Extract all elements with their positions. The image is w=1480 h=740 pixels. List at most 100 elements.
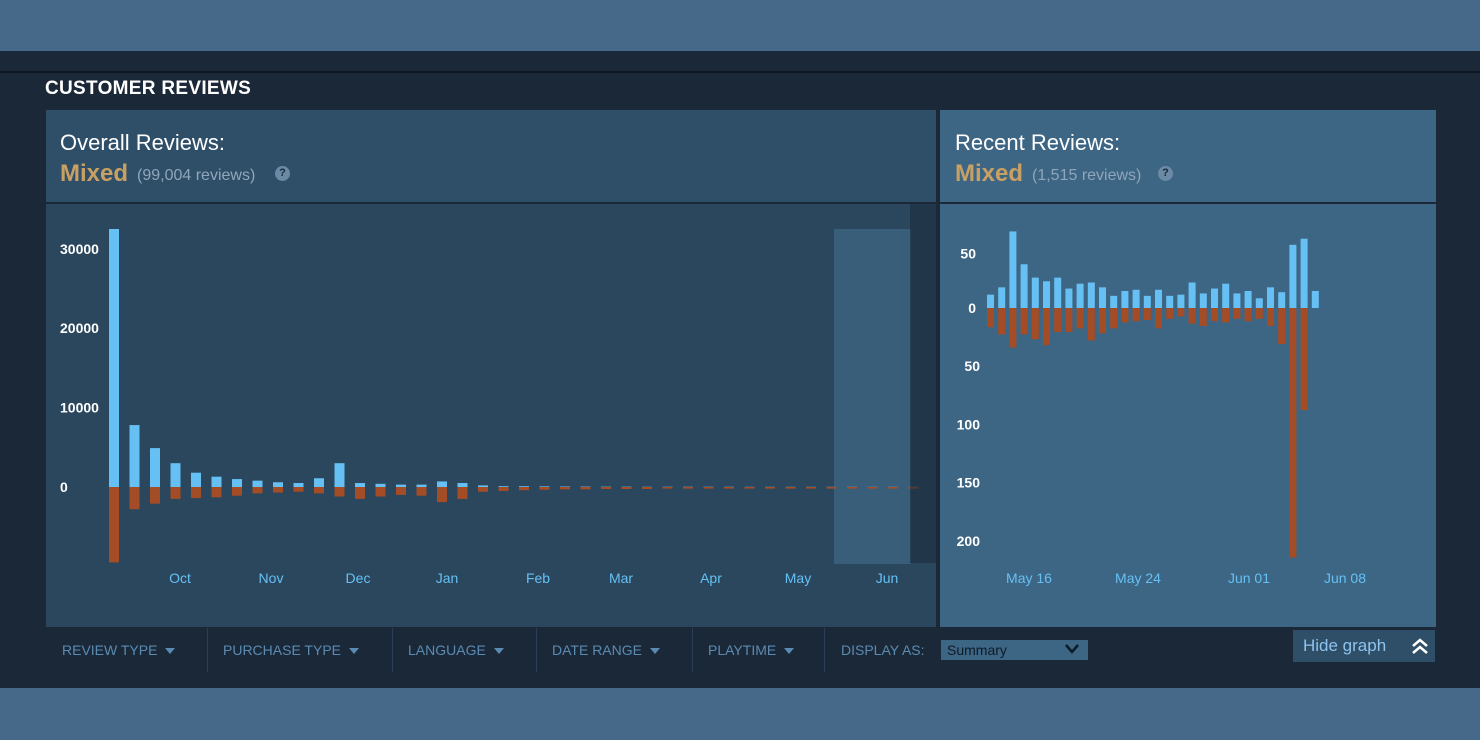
overall-negative-bar[interactable] <box>211 487 222 498</box>
recent-positive-bar[interactable] <box>1132 289 1140 308</box>
recent-positive-bar[interactable] <box>1087 282 1095 308</box>
recent-negative-bar[interactable] <box>1155 308 1162 329</box>
overall-negative-bar[interactable] <box>416 487 427 496</box>
overall-positive-bar[interactable] <box>375 483 386 487</box>
recent-negative-bar[interactable] <box>1300 308 1308 410</box>
overall-negative-bar[interactable] <box>744 487 755 489</box>
overall-negative-bar[interactable] <box>867 487 878 489</box>
overall-negative-bar[interactable] <box>703 487 714 489</box>
recent-positive-bar[interactable] <box>1031 277 1039 308</box>
hide-graph-button[interactable]: Hide graph <box>1293 630 1435 662</box>
recent-positive-bar[interactable] <box>1255 298 1263 308</box>
recent-positive-bar[interactable] <box>1222 283 1230 308</box>
recent-positive-bar[interactable] <box>1121 290 1129 308</box>
overall-positive-bar[interactable] <box>355 483 365 487</box>
overall-negative-bar[interactable] <box>580 487 591 490</box>
recent-negative-bar[interactable] <box>1110 308 1118 329</box>
playtime-filter[interactable]: PLAYTIME <box>708 636 795 664</box>
recent-negative-bar[interactable] <box>1087 308 1095 341</box>
overall-positive-bar[interactable] <box>273 482 283 487</box>
overall-negative-bar[interactable] <box>642 487 652 489</box>
purchase-type-filter[interactable]: PURCHASE TYPE <box>223 636 359 664</box>
overall-negative-bar[interactable] <box>826 487 837 489</box>
recent-positive-bar[interactable] <box>1054 277 1062 308</box>
overall-help-icon[interactable]: ? <box>275 166 290 181</box>
overall-positive-bar[interactable] <box>211 476 222 487</box>
recent-positive-bar[interactable] <box>1233 293 1241 308</box>
recent-positive-bar[interactable] <box>1300 238 1308 308</box>
overall-negative-bar[interactable] <box>150 487 160 504</box>
overall-positive-bar[interactable] <box>109 229 119 487</box>
overall-negative-bar[interactable] <box>601 487 611 489</box>
recent-positive-bar[interactable] <box>1043 281 1050 308</box>
overall-positive-bar[interactable] <box>396 484 406 487</box>
recent-negative-bar[interactable] <box>1076 308 1084 329</box>
overall-negative-bar[interactable] <box>109 487 119 563</box>
recent-negative-bar[interactable] <box>1233 308 1241 319</box>
recent-rating[interactable]: Mixed <box>955 160 1024 187</box>
recent-positive-bar[interactable] <box>1278 292 1286 308</box>
recent-help-icon[interactable]: ? <box>1158 166 1173 181</box>
recent-negative-bar[interactable] <box>1143 308 1151 320</box>
overall-positive-bar[interactable] <box>232 479 242 487</box>
recent-positive-bar[interactable] <box>1177 294 1185 308</box>
recent-negative-bar[interactable] <box>1099 308 1106 334</box>
review-type-filter[interactable]: REVIEW TYPE <box>62 636 176 664</box>
recent-positive-bar[interactable] <box>1244 290 1252 308</box>
recent-positive-bar[interactable] <box>1267 287 1274 308</box>
recent-negative-bar[interactable] <box>1255 308 1263 319</box>
recent-positive-bar[interactable] <box>987 294 994 308</box>
overall-negative-bar[interactable] <box>785 487 796 489</box>
recent-negative-bar[interactable] <box>1132 308 1140 322</box>
overall-negative-bar[interactable] <box>314 487 324 494</box>
overall-negative-bar[interactable] <box>621 487 632 489</box>
recent-negative-bar[interactable] <box>1222 308 1230 323</box>
overall-positive-bar[interactable] <box>416 484 427 487</box>
overall-positive-bar[interactable] <box>150 448 160 487</box>
overall-positive-bar[interactable] <box>334 463 345 487</box>
overall-positive-bar[interactable] <box>191 472 201 487</box>
recent-positive-bar[interactable] <box>1076 283 1084 308</box>
recent-positive-bar[interactable] <box>1166 295 1174 308</box>
overall-negative-bar[interactable] <box>334 487 345 497</box>
recent-positive-bar[interactable] <box>1199 293 1207 308</box>
overall-negative-bar[interactable] <box>375 487 386 497</box>
recent-negative-bar[interactable] <box>1267 308 1274 326</box>
recent-positive-bar[interactable] <box>1065 288 1073 308</box>
recent-negative-bar[interactable] <box>1177 308 1185 317</box>
recent-positive-bar[interactable] <box>1143 295 1151 308</box>
overall-positive-bar[interactable] <box>457 483 468 487</box>
overall-negative-bar[interactable] <box>539 487 550 490</box>
overall-negative-bar[interactable] <box>888 487 898 489</box>
recent-negative-bar[interactable] <box>1166 308 1174 319</box>
date-range-filter[interactable]: DATE RANGE <box>552 636 660 664</box>
recent-negative-bar[interactable] <box>987 308 994 328</box>
overall-positive-bar[interactable] <box>314 478 324 487</box>
overall-negative-bar[interactable] <box>498 487 509 491</box>
overall-positive-bar[interactable] <box>170 463 181 487</box>
overall-negative-bar[interactable] <box>396 487 406 495</box>
overall-negative-bar[interactable] <box>191 487 201 499</box>
recent-negative-bar[interactable] <box>1065 308 1073 332</box>
overall-positive-bar[interactable] <box>437 481 447 487</box>
overall-negative-bar[interactable] <box>293 487 304 492</box>
recent-positive-bar[interactable] <box>998 287 1006 308</box>
recent-positive-bar[interactable] <box>1020 264 1028 308</box>
overall-positive-bar[interactable] <box>498 486 509 488</box>
language-filter[interactable]: LANGUAGE <box>408 636 504 664</box>
recent-negative-bar[interactable] <box>998 308 1006 335</box>
overall-negative-bar[interactable] <box>662 487 673 489</box>
overall-negative-bar[interactable] <box>252 487 263 494</box>
recent-negative-bar[interactable] <box>1278 308 1286 344</box>
display-as-select[interactable]: Summary <box>941 640 1088 660</box>
overall-negative-bar[interactable] <box>478 487 488 492</box>
recent-positive-bar[interactable] <box>1155 289 1162 308</box>
recent-negative-bar[interactable] <box>1043 308 1050 346</box>
overall-negative-bar[interactable] <box>847 487 857 489</box>
overall-negative-bar[interactable] <box>457 487 468 499</box>
recent-positive-bar[interactable] <box>1099 287 1106 308</box>
recent-negative-bar[interactable] <box>1009 308 1017 348</box>
overall-negative-bar[interactable] <box>355 487 365 499</box>
overall-negative-bar[interactable] <box>273 487 283 493</box>
recent-negative-bar[interactable] <box>1121 308 1129 323</box>
